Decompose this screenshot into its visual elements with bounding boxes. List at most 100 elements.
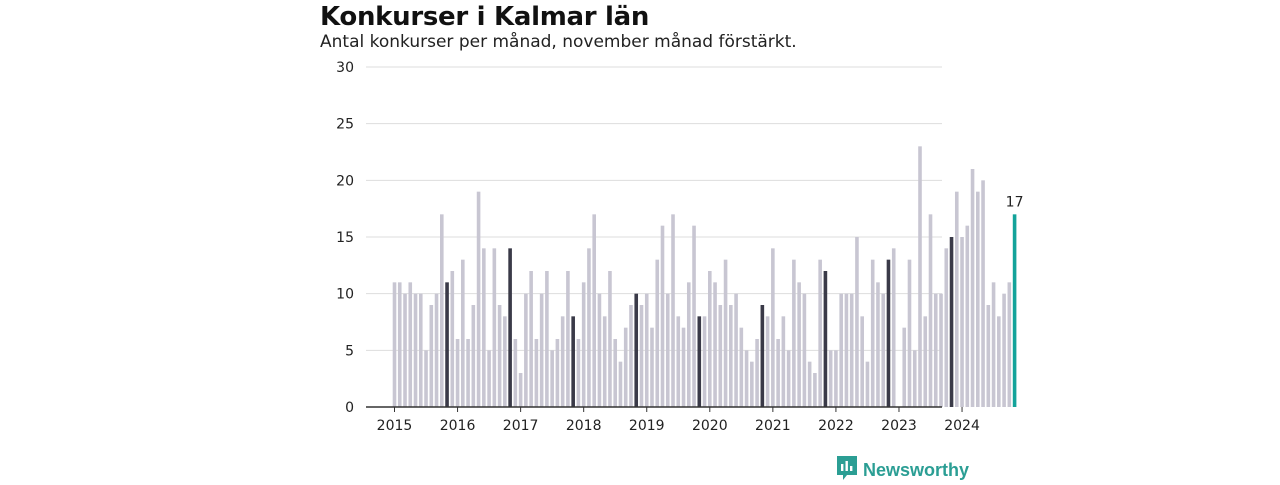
x-tick-label: 2018 <box>566 418 602 434</box>
bar <box>608 271 612 407</box>
newsworthy-logo-icon <box>836 455 858 485</box>
bar <box>618 361 623 407</box>
bar <box>708 271 712 407</box>
bar <box>487 350 491 407</box>
bar <box>623 327 628 407</box>
bar <box>860 316 864 407</box>
bar <box>450 271 455 407</box>
bar <box>923 316 928 407</box>
bar <box>592 214 596 407</box>
bar <box>813 373 817 407</box>
bar <box>461 259 465 407</box>
bar <box>555 339 560 407</box>
bar <box>439 214 444 407</box>
bar <box>797 282 801 407</box>
bar <box>566 271 570 407</box>
bar <box>665 293 670 407</box>
bar <box>807 361 812 407</box>
bar <box>429 305 434 407</box>
bar <box>397 282 402 407</box>
bar <box>865 361 870 407</box>
x-tick-label: 2015 <box>377 418 413 434</box>
bar <box>587 248 591 407</box>
bar <box>771 248 775 407</box>
bar <box>839 293 843 407</box>
bar <box>991 282 996 407</box>
bar <box>960 237 964 407</box>
bar <box>891 248 896 407</box>
bar <box>818 259 822 407</box>
bar <box>744 350 749 407</box>
bar <box>671 214 675 407</box>
y-tick-label: 5 <box>345 343 354 359</box>
bar <box>823 271 828 407</box>
bar <box>976 191 980 407</box>
bar <box>729 305 733 407</box>
bar <box>518 373 523 407</box>
bar <box>392 282 397 407</box>
bar <box>476 191 481 407</box>
bar <box>434 293 439 407</box>
bar <box>524 293 528 407</box>
bar <box>718 305 723 407</box>
bar <box>886 259 891 407</box>
bar <box>539 293 544 407</box>
bar <box>686 282 691 407</box>
bar <box>834 350 838 407</box>
x-tick-label: 2017 <box>503 418 539 434</box>
bar <box>692 225 696 407</box>
bar <box>723 259 728 407</box>
bar <box>933 293 938 407</box>
bar <box>881 293 886 407</box>
bar <box>424 350 428 407</box>
bar <box>650 327 654 407</box>
bar <box>792 259 796 407</box>
y-tick-label: 20 <box>336 173 354 189</box>
bar <box>602 316 607 407</box>
bar <box>644 293 649 407</box>
bar <box>786 350 791 407</box>
last-value-label: 17 <box>1006 194 1024 210</box>
bar <box>912 350 917 407</box>
y-tick-label: 15 <box>336 230 354 246</box>
bar <box>471 305 476 407</box>
bar <box>1012 214 1017 407</box>
brand-name: Newsworthy <box>863 459 970 480</box>
bar <box>676 316 681 407</box>
bar <box>492 248 497 407</box>
bar <box>629 305 633 407</box>
bars <box>392 146 1017 408</box>
y-tick-label: 25 <box>336 117 354 133</box>
bar <box>970 169 975 407</box>
bar <box>418 293 423 407</box>
y-tick-label: 0 <box>345 400 354 416</box>
bar <box>497 305 502 407</box>
bar <box>482 248 486 407</box>
bar <box>545 271 549 407</box>
y-tick-label: 10 <box>336 287 354 303</box>
bar <box>655 259 660 407</box>
y-axis-ticks: 0 5 10 15 20 25 30 <box>336 60 354 416</box>
bar <box>1007 282 1012 407</box>
x-tick-label: 2023 <box>881 418 917 434</box>
bar <box>802 293 807 407</box>
bar <box>1002 293 1006 407</box>
bar <box>413 293 418 407</box>
bar <box>503 316 507 407</box>
bar <box>697 316 702 407</box>
bar <box>849 293 854 407</box>
bar <box>760 305 765 407</box>
bar <box>681 327 686 407</box>
bar <box>403 293 407 407</box>
bar <box>918 146 922 408</box>
bar <box>776 339 780 407</box>
bar <box>466 339 470 407</box>
bar <box>560 316 565 407</box>
bar <box>828 350 833 407</box>
x-axis: 2015 2016 2017 2018 2019 2020 2021 2022 2023 2024 <box>366 406 980 434</box>
bar <box>876 282 880 407</box>
bar <box>755 339 759 407</box>
bar <box>408 282 413 407</box>
bar <box>765 316 770 407</box>
